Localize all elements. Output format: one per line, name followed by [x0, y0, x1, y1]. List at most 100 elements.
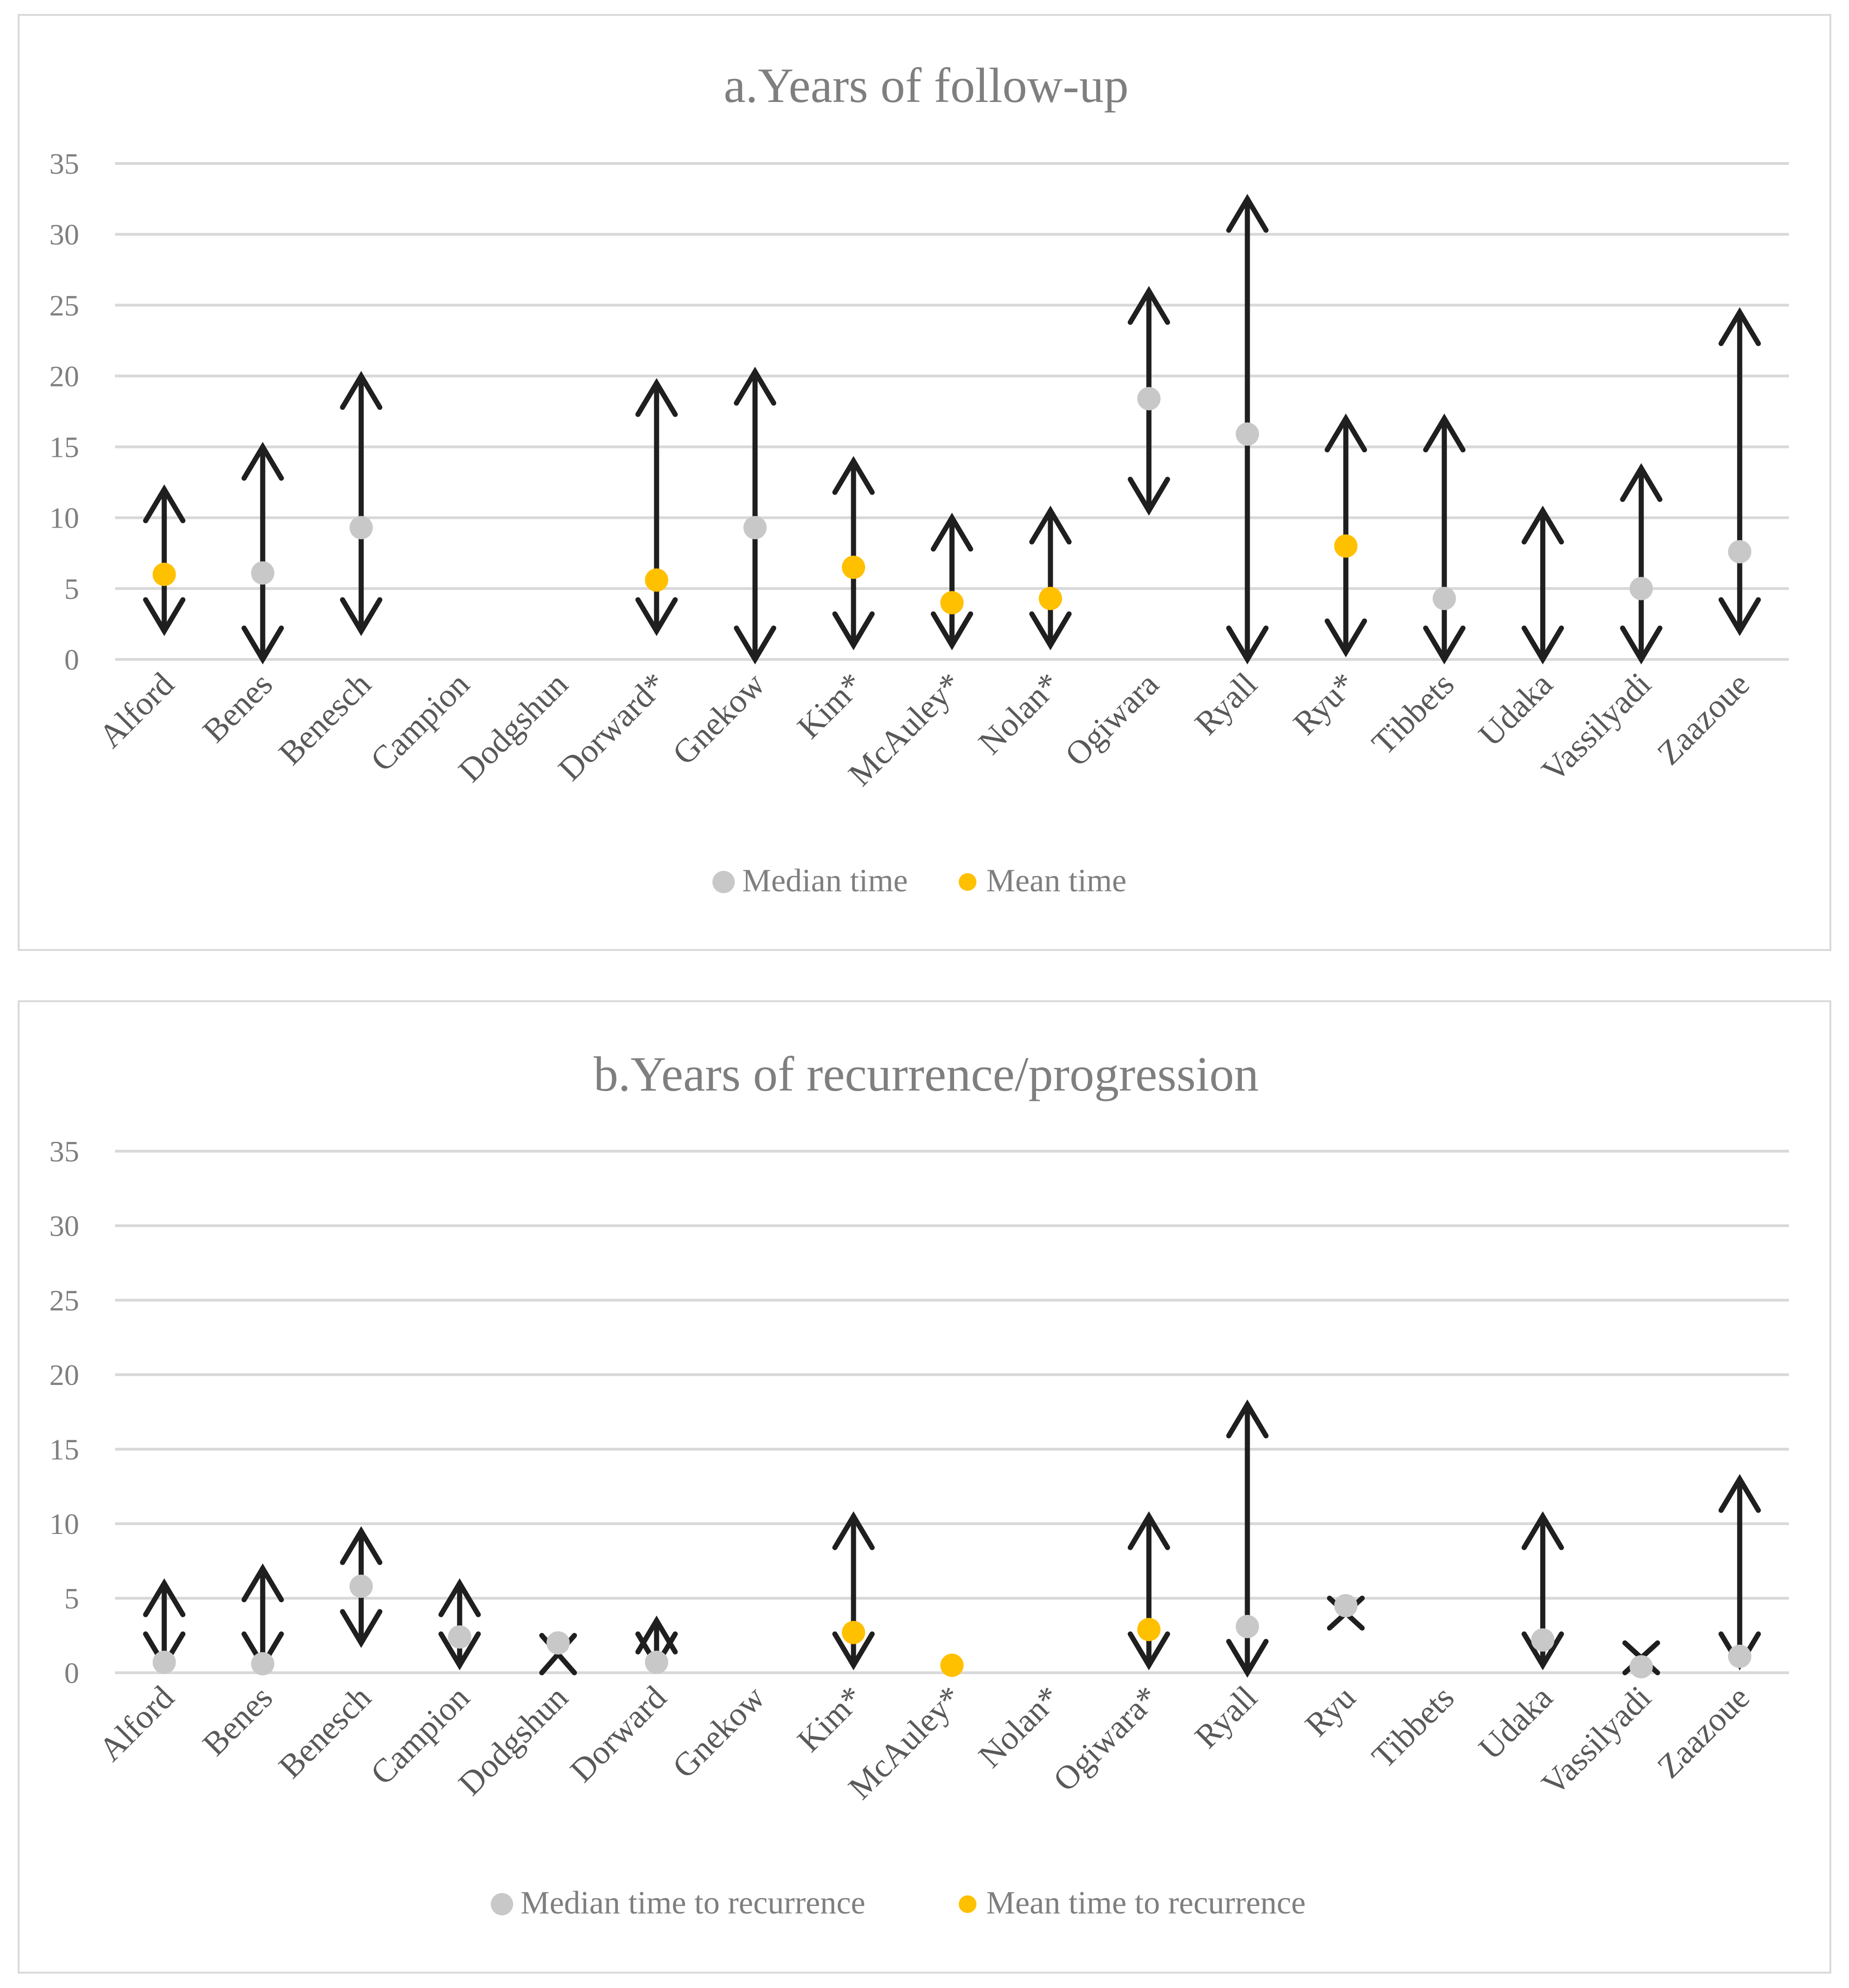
chart-a-svg: a.Years of follow-up 0 5 10 15 20 25 30 35 Alfor… — [49, 58, 1789, 899]
chart-b-range-arrowhead-up — [340, 1526, 383, 1565]
chart-a-range-arrow-benesch — [340, 371, 383, 636]
chart-a-range-arrowhead-down — [1127, 476, 1170, 516]
chart-a-x-tick-udaka: Udaka — [1471, 665, 1559, 753]
chart-a-point-median-time-benes — [251, 561, 275, 585]
chart-a-x-tick-zaazoue: Zaazoue — [1650, 665, 1757, 772]
chart-a-title: a.Years of follow-up — [724, 58, 1128, 113]
chart-b-x-tick-nolan: Nolan* — [971, 1679, 1067, 1775]
chart-a-range-arrowhead-down — [832, 611, 875, 651]
chart-b-x-tick-vassilyadi: Vassilyadi — [1534, 1679, 1658, 1803]
chart-a-x-tick-benesch: Benesch — [271, 665, 378, 772]
chart-a-x-tick-vassilyadi: Vassilyadi — [1534, 665, 1658, 789]
chart-a-x-tick-tibbets: Tibbets — [1365, 665, 1461, 762]
chart-b-range-arrowhead-down — [1521, 1631, 1564, 1670]
chart-a-y-tick-label: 15 — [49, 431, 79, 464]
chart-b-range-arrowhead-up — [241, 1563, 284, 1602]
chart-b-range-arrow-benes — [241, 1563, 284, 1670]
chart-panel-a: a.Years of follow-up 0 5 10 15 20 25 30 35 Alfor… — [18, 14, 1831, 951]
chart-b-point-median-time-to-recurrence-ryu — [1334, 1594, 1358, 1617]
chart-a-point-mean-time-mcauley — [940, 591, 964, 615]
chart-b-range-arrowhead-up — [1127, 1511, 1170, 1550]
chart-a-range-arrow-gnekow — [734, 366, 777, 665]
chart-b-y-tick-label: 25 — [49, 1284, 79, 1317]
chart-a-y-tick-label: 30 — [49, 218, 79, 251]
chart-b-point-median-time-to-recurrence-zaazoue — [1728, 1644, 1752, 1668]
chart-b-x-tick-dodgshun: Dodgshun — [451, 1679, 575, 1803]
chart-a-range-arrowhead-up — [143, 484, 186, 523]
chart-b-x-tick-zaazoue: Zaazoue — [1650, 1679, 1757, 1785]
chart-a-range-arrow-vassilyadi — [1620, 463, 1663, 665]
chart-b-x-tick-benes: Benes — [196, 1679, 280, 1763]
chart-b-x-tick-gnekow: Gnekow — [665, 1679, 772, 1785]
chart-b-point-median-time-to-recurrence-dodgshun — [546, 1631, 570, 1655]
chart-b-range-arrowhead-down — [832, 1631, 875, 1670]
chart-a-range-arrowhead-down — [1226, 625, 1269, 665]
chart-b-point-median-time-to-recurrence-benesch — [349, 1574, 373, 1598]
chart-a-y-tick-label: 35 — [49, 147, 79, 180]
chart-a-x-tick-ryu: Ryu* — [1286, 665, 1363, 742]
chart-a-range-arrowhead-up — [635, 378, 678, 417]
chart-a-range-arrowhead-up — [340, 371, 383, 410]
chart-a-point-median-time-vassilyadi — [1629, 577, 1653, 600]
chart-b-range-arrowhead-up — [832, 1511, 875, 1550]
chart-a-point-median-time-ryall — [1235, 422, 1259, 446]
chart-a-point-median-time-gnekow — [743, 516, 767, 540]
chart-a-x-tick-alford: Alford — [92, 665, 181, 755]
chart-b-point-median-time-to-recurrence-campion — [448, 1625, 472, 1649]
chart-b-range-arrowhead-up — [1718, 1474, 1761, 1513]
chart-b-point-median-time-to-recurrence-udaka — [1531, 1628, 1555, 1652]
chart-a-point-mean-time-alford — [152, 563, 176, 586]
chart-a-point-median-time-benesch — [349, 516, 373, 540]
chart-b-point-mean-time-to-recurrence-mcauley — [940, 1654, 964, 1677]
chart-a-x-tick-ryall: Ryall — [1187, 665, 1264, 742]
chart-a-range-arrowhead-up — [1226, 194, 1269, 233]
chart-a-point-median-time-zaazoue — [1728, 540, 1752, 563]
chart-a-y-tick-label: 5 — [64, 572, 79, 605]
chart-a-range-arrowhead-down — [1521, 625, 1564, 665]
chart-b-point-median-time-to-recurrence-vassilyadi — [1629, 1655, 1653, 1679]
chart-a-range-arrowhead-up — [1127, 286, 1170, 325]
chart-a-range-arrowhead-down — [143, 597, 186, 636]
chart-panel-b: b.Years of recurrence/progression 0 5 10 15… — [18, 1000, 1831, 1974]
chart-b-legend-label-median-time-to-recurrence: Median time to recurrence — [521, 1885, 865, 1921]
chart-a-range-arrowhead-down — [1029, 611, 1072, 651]
chart-a-range-arrowhead-up — [241, 441, 284, 481]
chart-b-point-mean-time-to-recurrence-ogiwara — [1137, 1618, 1161, 1642]
chart-a-x-tick-benes: Benes — [196, 665, 280, 750]
chart-b-x-tick-dorward: Dorward — [563, 1679, 674, 1790]
chart-b-point-median-time-to-recurrence-benes — [251, 1652, 275, 1676]
chart-a-y-tick-label: 20 — [49, 360, 79, 393]
chart-a-range-arrow-dorward — [635, 378, 678, 636]
chart-b-x-tick-ogiwara: Ogiwara* — [1046, 1679, 1165, 1798]
chart-b-range-arrowhead-up — [1521, 1511, 1564, 1550]
chart-a-range-arrow-alford — [143, 484, 186, 636]
chart-a-point-mean-time-dorward — [645, 568, 669, 592]
chart-a-range-arrow-zaazoue — [1718, 307, 1761, 636]
chart-a-range-arrowhead-down — [734, 625, 777, 665]
chart-a-range-arrowhead-up — [734, 366, 777, 406]
chart-a-range-arrowhead-down — [340, 597, 383, 636]
chart-b-range-arrowhead-up — [1226, 1399, 1269, 1438]
chart-a-range-arrowhead-up — [1029, 505, 1072, 545]
chart-b-range-arrowhead-up — [143, 1578, 186, 1617]
chart-a-range-arrowhead-up — [1521, 505, 1564, 545]
chart-a-range-arrowhead-down — [1324, 618, 1367, 658]
chart-a-y-tick-label: 25 — [49, 289, 79, 322]
chart-a-range-arrowhead-down — [635, 597, 678, 636]
chart-b-point-median-time-to-recurrence-dorward — [645, 1650, 669, 1674]
chart-b-legend-marker-median-time-to-recurrence — [491, 1893, 513, 1915]
chart-a-point-median-time-ogiwara — [1137, 387, 1161, 411]
chart-a-range-arrowhead-down — [931, 611, 973, 651]
chart-a-range-arrowhead-up — [1620, 463, 1663, 502]
chart-a-point-mean-time-ryu — [1334, 534, 1358, 558]
chart-a-x-tick-kim: Kim* — [790, 665, 871, 746]
chart-a-legend-marker-median-time — [712, 871, 735, 893]
chart-b-y-tick-label: 30 — [49, 1209, 79, 1242]
chart-a-legend-label-mean-time: Mean time — [986, 863, 1126, 899]
chart-b-y-tick-label: 5 — [64, 1582, 79, 1615]
chart-a-y-tick-label: 0 — [64, 643, 79, 676]
chart-b-y-tick-label: 0 — [64, 1656, 79, 1689]
chart-b-svg: b.Years of recurrence/progression 0 5 10 15… — [49, 1047, 1789, 1921]
chart-a-range-arrowhead-down — [1423, 625, 1466, 665]
chart-b-y-tick-label: 20 — [49, 1358, 79, 1391]
